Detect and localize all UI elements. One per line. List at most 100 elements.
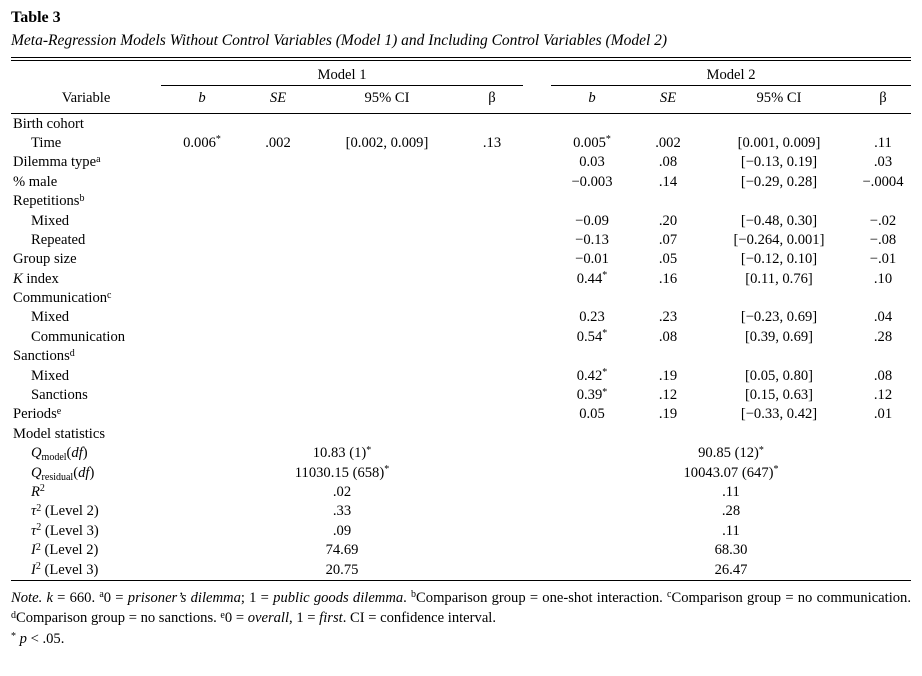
model1-b-value — [161, 250, 243, 269]
gap-cell — [523, 173, 551, 192]
model2-ci-value — [703, 425, 855, 444]
model1-ci-value — [313, 270, 461, 289]
meta-regression-table: Model 1 Model 2 Variable b SE 95% CI β b… — [11, 61, 911, 581]
gap-cell — [523, 308, 551, 327]
column-header-row: Variable b SE 95% CI β b SE 95% CI β — [11, 85, 911, 115]
table-row: Mixed 0.23 .23 [−0.23, 0.69] .04 — [11, 308, 911, 327]
model1-beta-value — [461, 425, 523, 444]
model2-se-value: .08 — [658, 154, 678, 171]
model2-se-value: .16 — [658, 270, 678, 287]
model1-se-value — [243, 173, 313, 192]
model2-se-value: .14 — [658, 173, 678, 190]
m2-beta-column-header: β — [855, 85, 911, 115]
model1-se-value — [243, 211, 313, 230]
model1-statistic-value: .09 — [332, 522, 352, 539]
model1-b-value — [161, 192, 243, 211]
model1-beta-value — [461, 250, 523, 269]
model2-beta-value: .08 — [873, 367, 893, 384]
variable-label: I2 (Level 3) — [31, 561, 99, 578]
model2-beta-value: .11 — [874, 134, 892, 151]
gap-cell — [523, 386, 551, 405]
model2-b-value — [551, 192, 633, 211]
model1-statistic-value: 20.75 — [325, 561, 359, 578]
model1-b-value — [161, 405, 243, 424]
model1-beta-value: .13 — [482, 134, 502, 151]
table-row: τ2 (Level 2) .33 .28 — [11, 502, 911, 521]
spanner-empty-cell — [11, 61, 161, 86]
model2-b-value: 0.03 — [579, 154, 605, 171]
model1-ci-value — [313, 192, 461, 211]
table-row: Communicationc — [11, 289, 911, 308]
model1-se-value — [243, 405, 313, 424]
model2-se-value: .002 — [655, 134, 681, 151]
model1-b-value — [161, 289, 243, 308]
m1-ci-column-header: 95% CI — [313, 85, 461, 115]
gap-cell — [523, 560, 551, 580]
model-spanner-row: Model 1 Model 2 — [11, 61, 911, 87]
model1-ci-value — [313, 231, 461, 250]
table-row: Sanctionsd — [11, 347, 911, 366]
gap-cell — [523, 405, 551, 424]
model1-se-value — [243, 386, 313, 405]
table-row: Mixed 0.42* .19 [0.05, 0.80] .08 — [11, 366, 911, 385]
table-row: Periodse 0.05 .19 [−0.33, 0.42] .01 — [11, 405, 911, 424]
gap-cell — [523, 289, 551, 308]
model1-se-value — [243, 114, 313, 134]
model1-ci-value — [313, 173, 461, 192]
model1-beta-value — [461, 114, 523, 134]
model1-b-value — [161, 231, 243, 250]
variable-label: τ2 (Level 2) — [31, 502, 99, 520]
table-row: Repeated −0.13 .07 [−0.264, 0.001] −.08 — [11, 231, 911, 250]
model1-statistic-value: 11030.15 (658)* — [294, 464, 390, 481]
model2-b-value: 0.54* — [576, 328, 608, 345]
model1-beta-value — [461, 192, 523, 211]
model1-se-value — [243, 289, 313, 308]
model1-beta-value — [461, 153, 523, 172]
model1-se-value — [243, 231, 313, 250]
table-row: I2 (Level 2) 74.69 68.30 — [11, 541, 911, 560]
gap-cell — [523, 541, 551, 560]
model2-b-value: 0.23 — [579, 309, 605, 326]
model2-b-value: −0.13 — [575, 231, 609, 248]
model2-b-value: 0.44* — [576, 270, 608, 287]
model2-beta-value: −.0004 — [862, 173, 904, 190]
model2-ci-value — [703, 347, 855, 366]
model2-beta-value — [855, 347, 911, 366]
model2-b-value — [551, 289, 633, 308]
variable-label: Communicationc — [13, 289, 112, 307]
model2-se-value: .20 — [658, 212, 678, 229]
paper-table-page: Table 3 Meta-Regression Models Without C… — [11, 9, 912, 647]
model1-b-value — [161, 153, 243, 172]
variable-label: K index — [13, 270, 59, 287]
model2-beta-value — [855, 425, 911, 444]
model2-beta-value — [855, 192, 911, 211]
model1-se-value — [243, 308, 313, 327]
header-gap-cell — [523, 85, 551, 115]
model1-ci-value — [313, 114, 461, 134]
gap-cell — [523, 134, 551, 153]
table-row: Repetitionsb — [11, 192, 911, 211]
variable-label: τ2 (Level 3) — [31, 522, 99, 539]
model1-beta-value — [461, 328, 523, 347]
gap-cell — [523, 483, 551, 502]
gap-cell — [523, 522, 551, 541]
model1-b-value — [161, 347, 243, 366]
table-row: Qresidual(df) 11030.15 (658)* 10043.07 (64… — [11, 463, 911, 483]
gap-cell — [523, 231, 551, 250]
variable-label: Dilemma typea — [13, 153, 101, 171]
model1-statistic-value: 74.69 — [325, 542, 359, 559]
table-row: I2 (Level 3) 20.75 26.47 — [11, 560, 911, 580]
model2-ci-value: [−0.29, 0.28] — [740, 173, 818, 190]
model2-beta-value: .04 — [873, 309, 893, 326]
table-note: Note. k = 660. a0 = prisoner’s dilemma; … — [11, 589, 912, 627]
variable-label: Mixed — [31, 367, 70, 384]
model2-se-value — [633, 192, 703, 211]
gap-cell — [523, 425, 551, 444]
model1-beta-value — [461, 211, 523, 230]
variable-label: Birth cohort — [13, 115, 84, 132]
model1-ci-value — [313, 347, 461, 366]
variable-label: Repeated — [31, 231, 86, 248]
model2-b-value — [551, 114, 633, 134]
model2-se-value: .19 — [658, 406, 678, 423]
m2-ci-column-header: 95% CI — [703, 85, 855, 115]
